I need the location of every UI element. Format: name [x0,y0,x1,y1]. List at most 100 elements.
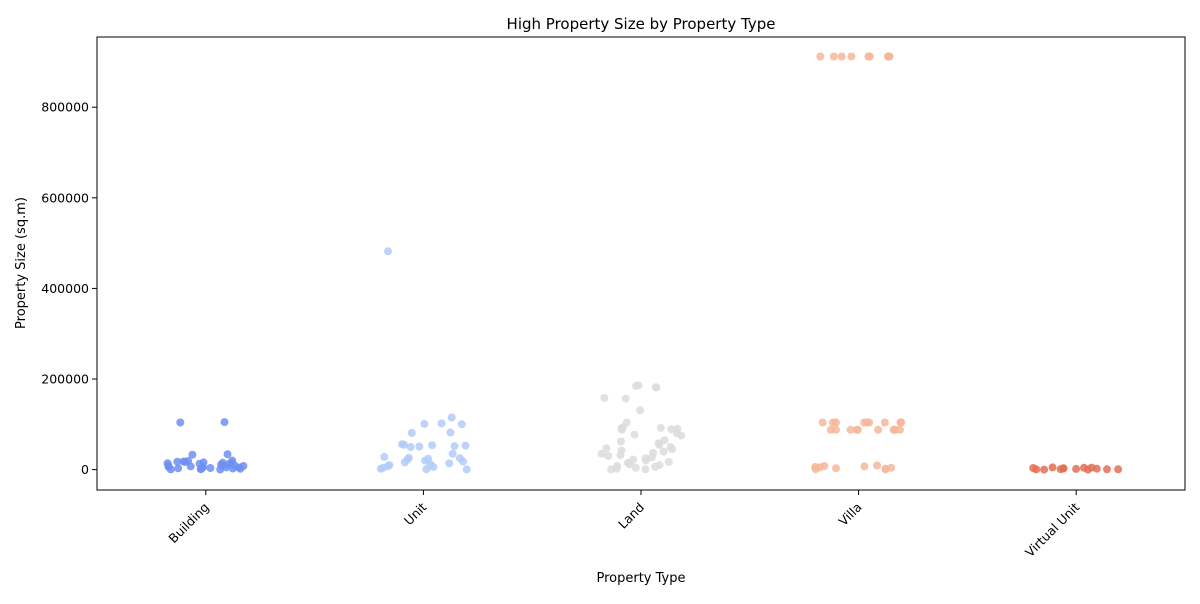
data-point-unit [462,465,471,474]
data-point-unit [447,413,456,422]
data-point-villa [860,462,869,471]
data-point-villa [811,465,820,474]
data-point-villa [885,52,894,61]
data-point-unit [446,428,455,437]
data-point-villa [897,418,905,427]
data-point-villa [874,425,883,434]
data-point-unit [457,420,466,429]
data-point-virtual-unit [1103,465,1111,474]
data-point-unit [400,458,409,467]
data-point-villa [816,52,825,61]
data-point-land [621,394,630,403]
data-point-unit [429,462,438,471]
data-point-villa [873,461,882,470]
data-point-unit [428,441,437,450]
data-point-villa [832,464,840,473]
data-point-unit [459,457,468,466]
x-tick-label: Land [615,500,647,532]
x-tick-label: Virtual Unit [1022,499,1082,559]
data-point-building [176,418,185,427]
data-point-unit [400,440,408,449]
data-point-virtual-unit [1072,464,1081,473]
data-point-building [181,457,190,466]
data-point-land [625,460,634,469]
y-axis: 0 200000 400000 600000 800000 [41,100,97,477]
data-point-land [604,452,613,460]
data-point-land [668,445,677,454]
data-point-unit [376,464,385,473]
data-point-unit [461,441,470,450]
data-point-villa [895,425,904,434]
data-point-building [228,464,237,473]
data-point-villa [881,465,890,474]
data-point-land [647,453,656,462]
data-point-villa [864,52,873,61]
data-point-land [652,383,661,392]
data-point-land [651,462,660,471]
x-tick-label: Unit [401,499,430,528]
data-point-virtual-unit [1056,465,1065,474]
data-point-unit [407,428,416,437]
data-point-unit [448,449,457,458]
data-point-unit [450,442,459,451]
data-point-land [656,423,665,432]
data-point-land [607,465,616,474]
data-point-unit [445,459,454,468]
data-point-building [174,464,183,473]
y-axis-label: Property Size (sq.m) [14,197,29,329]
data-point-virtual-unit [1092,464,1101,473]
data-point-villa [880,418,889,427]
data-point-villa [847,52,856,61]
data-point-building [166,465,175,474]
data-point-building [222,463,231,472]
data-point-land [616,451,625,460]
data-point-unit [415,442,424,451]
data-point-unit [384,247,392,256]
data-point-unit [406,443,415,451]
plot-area-frame [96,36,1186,491]
data-point-unit [420,419,429,428]
data-point-villa [829,52,838,61]
data-point-land [636,406,645,415]
data-point-land [659,447,668,456]
data-point-land [655,440,664,449]
data-point-unit [437,419,446,428]
data-point-building [188,450,197,459]
data-point-building [173,457,182,466]
data-point-virtual-unit [1083,465,1092,474]
data-point-land [641,456,650,465]
data-point-villa [865,418,874,427]
data-point-building [236,464,245,473]
data-point-unit [380,452,389,461]
data-point-villa [818,418,827,427]
x-tick-label: Building [165,500,211,546]
data-point-land [641,465,650,474]
data-point-land [631,463,640,472]
data-point-virtual-unit [1032,465,1041,474]
data-point-villa [829,418,837,427]
data-point-virtual-unit [1048,463,1057,472]
data-point-unit [422,465,431,474]
data-point-villa [837,52,846,61]
x-axis-label: Property Type [596,571,685,586]
y-tick-label: 0 [81,462,89,477]
data-point-land [600,394,609,402]
data-point-land [617,425,626,434]
data-point-villa [831,425,840,434]
data-point-building [223,450,232,459]
data-point-land [630,430,639,439]
data-point-villa [853,425,862,434]
data-points [163,52,1123,474]
chart-title: High Property Size by Property Type [507,15,776,33]
data-point-land [677,431,686,440]
data-point-building [196,465,205,474]
data-point-land [664,457,673,466]
data-point-land [632,381,640,390]
data-point-land [602,444,611,453]
x-axis: Building Unit Land Villa Virtual Unit [165,490,1082,560]
y-tick-label: 600000 [41,190,89,205]
y-tick-label: 800000 [41,100,89,115]
data-point-virtual-unit [1114,465,1123,474]
